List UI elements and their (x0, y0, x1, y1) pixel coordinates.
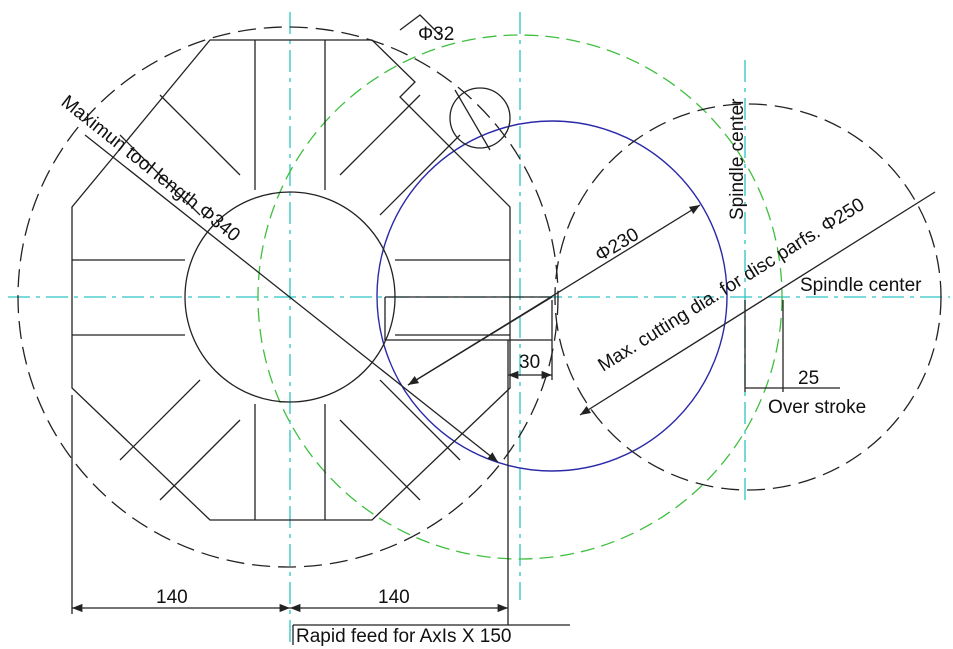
slot-lines (119, 94, 461, 501)
turret-outline (71, 39, 511, 521)
label: 30 (519, 352, 540, 373)
label: Rapid feed for AxIs X 150 (296, 626, 511, 647)
label: Φ32 (418, 24, 454, 45)
blue-circle (376, 120, 728, 472)
small-circle (449, 87, 511, 149)
tool-lines (384, 14, 552, 341)
label: 140 (156, 587, 188, 608)
label: Φ230 (592, 224, 643, 266)
leader-line (454, 89, 491, 151)
dimension-line (579, 191, 936, 416)
label: 140 (378, 587, 410, 608)
dimension-line (84, 134, 499, 463)
green-circle (257, 34, 783, 560)
leader-line (407, 296, 553, 386)
label: 25 (798, 368, 819, 389)
turret (71, 14, 552, 521)
label: Maximun tool length Φ340 (57, 91, 244, 246)
slot-lines (72, 40, 510, 520)
label: Spindle center (727, 98, 748, 220)
dimension-box (292, 624, 570, 645)
label: Spindle center (800, 275, 922, 296)
label: Over stroke (768, 397, 866, 418)
